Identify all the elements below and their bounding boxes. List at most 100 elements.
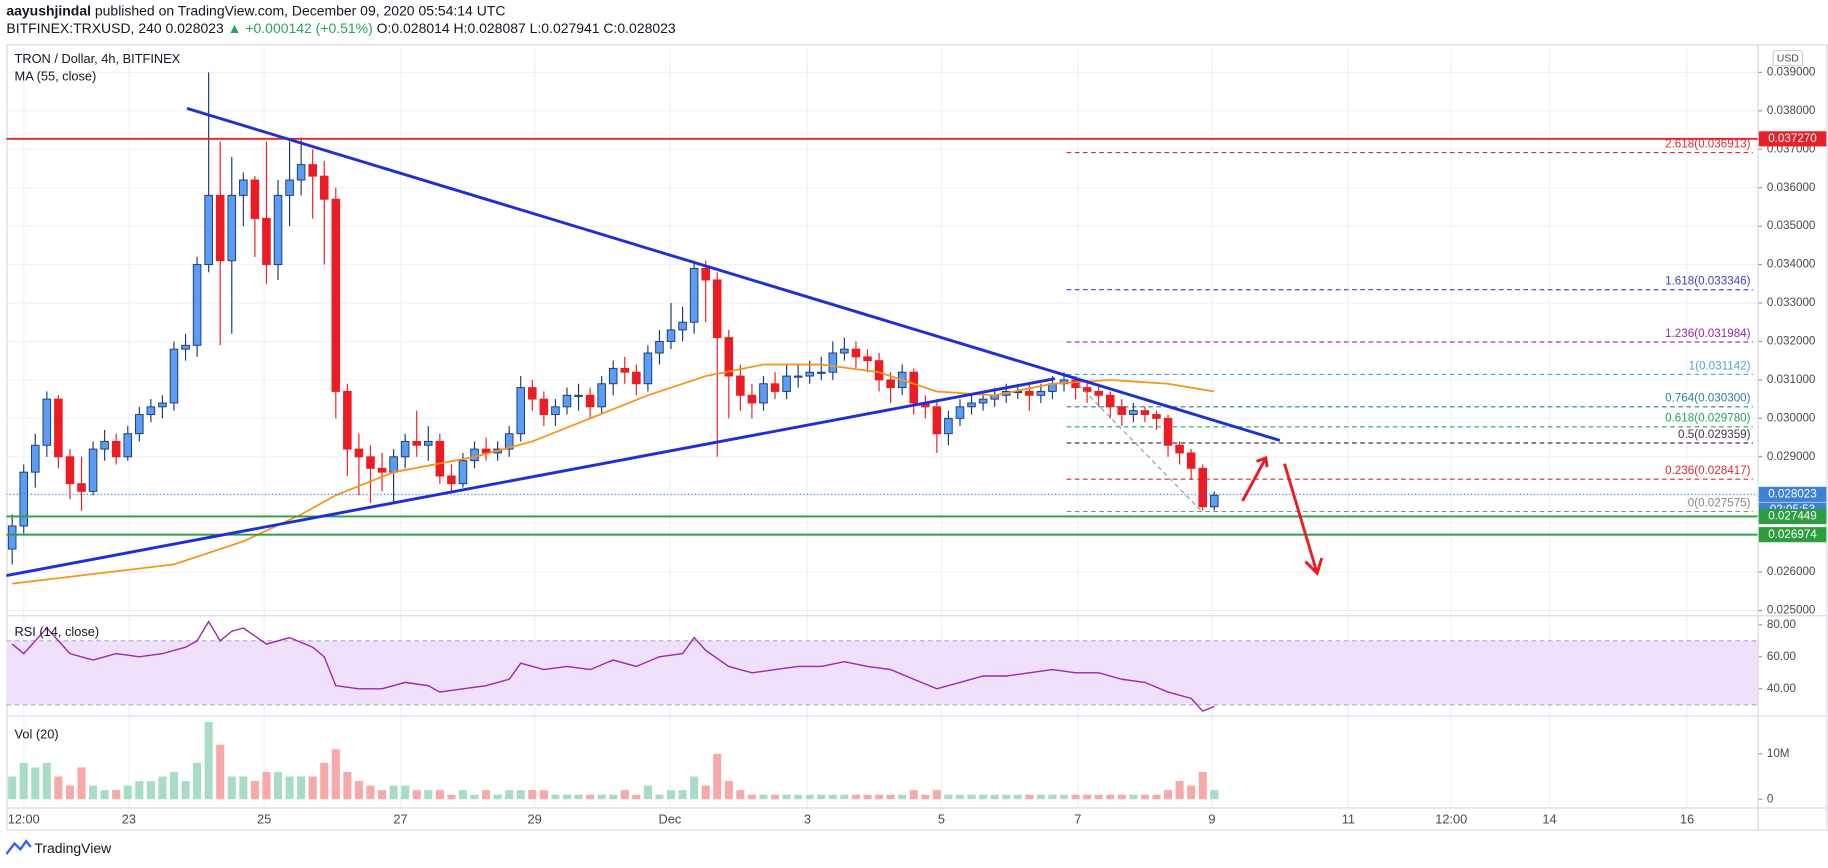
trend-line-upper xyxy=(186,106,1281,442)
x-tick-label: 29 xyxy=(528,812,542,827)
candle-body xyxy=(1163,417,1173,446)
candle-body xyxy=(1175,444,1184,454)
chart-layer: 12:00 23 25 27 29 Dec 3 5 7 9 11 12:00 14 16 0.025000 0… xyxy=(6,46,1827,827)
volume-bar xyxy=(1048,794,1057,800)
candle-body xyxy=(135,414,144,435)
candle-body xyxy=(158,402,167,408)
arrow-up xyxy=(1241,455,1269,502)
x-tick-label: 14 xyxy=(1542,812,1556,827)
volume-bar xyxy=(19,762,28,800)
candle-body xyxy=(1129,410,1138,415)
author: aayushjindal xyxy=(6,2,91,18)
y-tick-label: 40.00 xyxy=(1767,682,1797,695)
candle-body xyxy=(250,179,260,219)
volume-bar xyxy=(112,790,121,800)
volume-bar xyxy=(123,785,132,800)
volume-bar xyxy=(1152,794,1161,800)
rsi-band xyxy=(6,640,1758,705)
volume-bar xyxy=(747,794,756,800)
candle-body xyxy=(863,356,872,362)
candle-body xyxy=(458,460,468,485)
volume-bar xyxy=(193,762,202,800)
volume-bar xyxy=(909,790,918,800)
volume-bar xyxy=(713,753,722,800)
candle-body xyxy=(400,440,410,458)
candle-body xyxy=(88,448,98,492)
y-tick-label: 0.029000 xyxy=(1767,450,1816,463)
volume-bar xyxy=(678,790,687,800)
volume-bar xyxy=(135,781,144,800)
volume-bar xyxy=(377,790,387,800)
currency: USD xyxy=(1777,54,1800,65)
candle-body xyxy=(851,348,861,358)
volume-bar xyxy=(239,776,248,800)
candle-body xyxy=(331,198,341,392)
rsi-line xyxy=(11,620,1215,713)
volume-bar xyxy=(1059,794,1069,800)
volume-bar xyxy=(1013,794,1022,800)
volume-bar xyxy=(505,790,514,800)
candle-body xyxy=(239,179,248,196)
last-price: 0.028023 xyxy=(166,20,224,36)
candle-body xyxy=(31,444,40,473)
x-tick-label: 12:00 xyxy=(1435,812,1467,827)
volume-bar xyxy=(1163,790,1173,800)
fib-label: 0.5(0.029359) xyxy=(1678,428,1751,441)
volume-bar xyxy=(77,767,86,800)
volume-bar xyxy=(655,794,664,800)
volume-bar xyxy=(447,794,456,800)
candle-body xyxy=(308,164,317,177)
volume-bar xyxy=(562,794,572,800)
y-tick-label: 0.025000 xyxy=(1767,604,1816,617)
volume-bar xyxy=(875,794,884,800)
candle-body xyxy=(562,394,572,408)
header-line-1: aayushjindal published on TradingView.co… xyxy=(6,2,505,18)
change: ▲ +0.000142 (+0.51%) xyxy=(228,20,373,36)
volume-bar xyxy=(1117,794,1126,800)
volume-bar xyxy=(921,794,930,800)
volume-bar xyxy=(8,776,17,800)
volume-bar xyxy=(898,794,907,800)
y-tick-label: 10M xyxy=(1767,747,1790,760)
fib-label: 2.618(0.036913) xyxy=(1665,138,1751,151)
candle-body xyxy=(77,483,86,492)
volume-bar xyxy=(482,790,491,800)
x-tick-label: 23 xyxy=(122,812,136,827)
y-tick-label: 80.00 xyxy=(1767,618,1797,631)
volume-bar xyxy=(516,790,525,800)
volume-bar xyxy=(782,794,791,800)
ma-legend: MA (55, close) xyxy=(15,68,97,83)
volume-bar xyxy=(1071,794,1080,800)
volume-bar xyxy=(181,781,190,800)
candle-body xyxy=(366,456,375,469)
x-tick-label: 27 xyxy=(393,812,407,827)
candle-body xyxy=(204,194,213,266)
volume-bar xyxy=(401,785,410,800)
candle-body xyxy=(19,471,29,527)
volume-bar xyxy=(701,785,710,800)
volume-bar xyxy=(586,794,595,800)
volume-bar xyxy=(169,771,179,800)
candle-body xyxy=(770,383,780,392)
candle-body xyxy=(1209,494,1219,508)
x-tick-label: 7 xyxy=(1074,812,1081,827)
candle-body xyxy=(169,348,179,404)
candle-body xyxy=(100,440,109,450)
volume-bar xyxy=(794,794,803,800)
volume-bar xyxy=(666,790,676,800)
candle-body xyxy=(585,394,595,408)
volume-bar xyxy=(1094,794,1103,800)
candle-body xyxy=(689,267,699,323)
candle-body xyxy=(181,344,190,350)
volume-bar xyxy=(597,794,606,800)
currency-box[interactable] xyxy=(1772,50,1803,67)
volume-bar xyxy=(1198,771,1207,800)
candle-body xyxy=(1198,467,1207,508)
y-tick-label: 0.026000 xyxy=(1767,565,1816,578)
candle-body xyxy=(955,406,965,419)
candle-body xyxy=(1082,387,1092,392)
candle-body xyxy=(7,525,17,550)
volume-bar xyxy=(528,790,537,800)
